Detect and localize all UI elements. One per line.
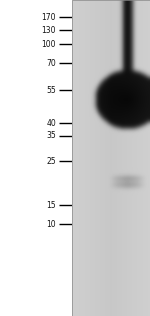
Text: 35: 35 [46, 131, 56, 140]
Text: 25: 25 [46, 157, 56, 166]
Text: 10: 10 [46, 220, 56, 229]
Text: 170: 170 [42, 13, 56, 22]
Text: 130: 130 [42, 26, 56, 34]
Text: 55: 55 [46, 86, 56, 94]
Text: 15: 15 [46, 201, 56, 210]
Text: 40: 40 [46, 119, 56, 128]
Text: 70: 70 [46, 59, 56, 68]
Text: 100: 100 [42, 40, 56, 49]
